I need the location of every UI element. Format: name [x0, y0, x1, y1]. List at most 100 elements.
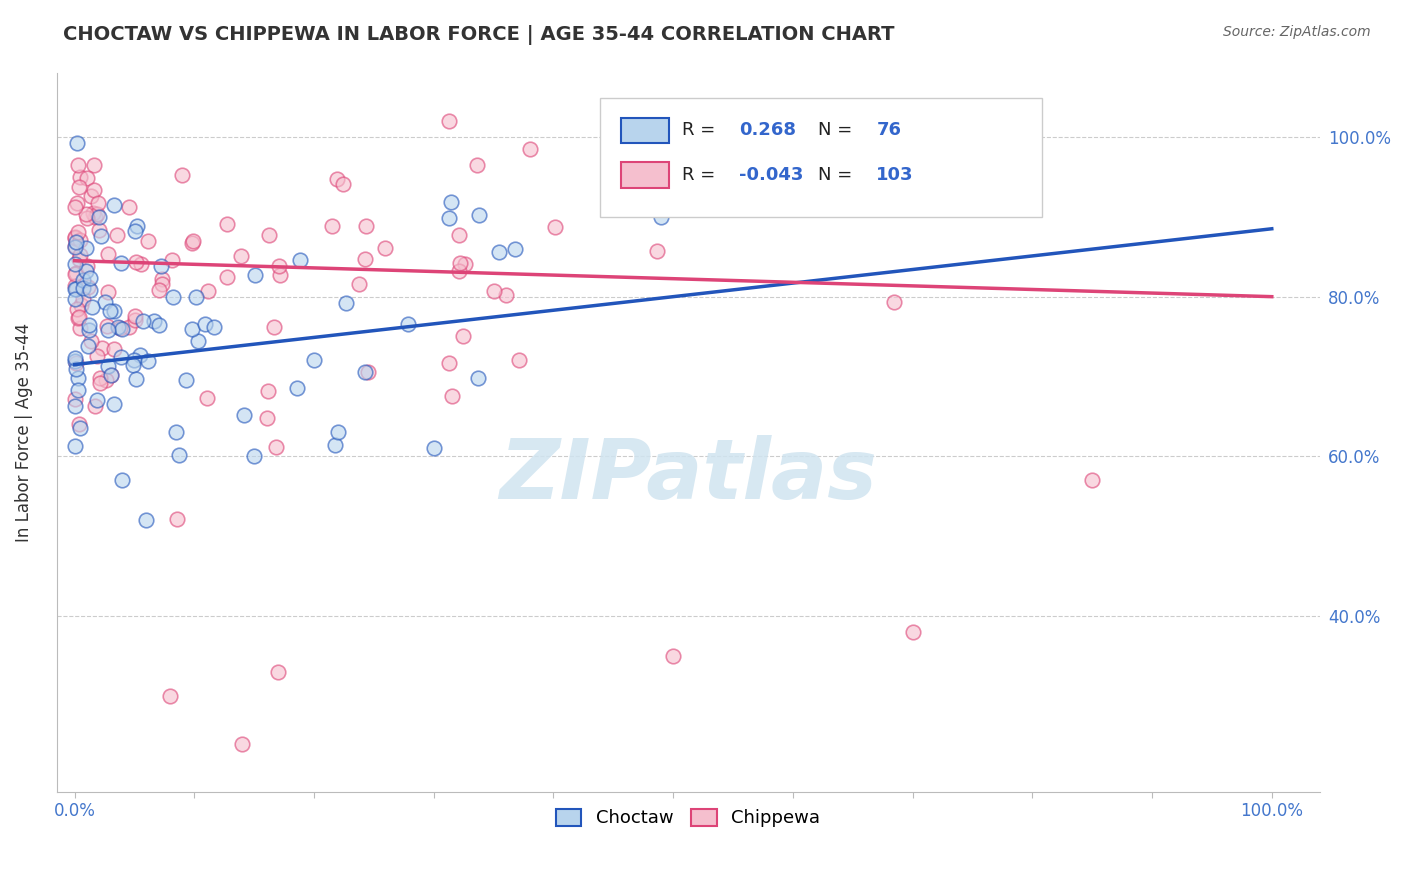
Point [468, 208, 491, 222]
Point [65, 235, 87, 250]
Point [65, 266, 87, 280]
Point [441, 389, 464, 403]
Point [229, 249, 252, 263]
Point [80, 188, 103, 202]
Point [63, 440, 86, 454]
Point [143, 313, 166, 327]
Point [159, 689, 181, 703]
Point [111, 474, 134, 488]
Point [437, 356, 460, 370]
Point [288, 252, 311, 267]
Point [166, 512, 188, 526]
Point [72, 281, 94, 295]
Point [118, 320, 141, 334]
Point [66, 370, 89, 384]
Point [91, 342, 114, 356]
Point [103, 198, 125, 212]
Point [77, 323, 100, 337]
Point [488, 244, 510, 259]
Point [75, 241, 97, 255]
Point [174, 373, 197, 387]
Point [243, 450, 266, 464]
Point [519, 142, 541, 156]
Point [267, 665, 290, 680]
Point [66, 158, 89, 172]
Text: Source: ZipAtlas.com: Source: ZipAtlas.com [1223, 25, 1371, 39]
Point [63, 267, 86, 281]
Point [107, 319, 129, 334]
Point [326, 172, 349, 186]
Point [454, 257, 477, 271]
Point [103, 343, 125, 357]
Point [422, 442, 444, 456]
Point [65, 362, 87, 376]
Point [86, 207, 108, 221]
Point [72, 292, 94, 306]
Point [256, 384, 278, 398]
FancyBboxPatch shape [600, 98, 1042, 217]
Point [103, 303, 125, 318]
Point [354, 219, 377, 233]
Point [332, 177, 354, 191]
Text: N =: N = [818, 121, 858, 139]
Point [76, 259, 98, 273]
Point [66, 301, 89, 316]
Point [353, 365, 375, 379]
Point [100, 368, 122, 383]
Text: -0.043: -0.043 [738, 166, 803, 184]
Point [197, 285, 219, 299]
Point [124, 313, 146, 327]
Point [132, 313, 155, 327]
Point [96, 372, 118, 386]
Point [100, 368, 122, 382]
Point [80, 300, 103, 314]
Point [628, 191, 651, 205]
Point [83, 183, 105, 197]
Point [149, 259, 172, 273]
Point [69, 421, 91, 435]
Point [63, 230, 86, 244]
Point [97, 359, 120, 374]
Point [110, 351, 132, 365]
Point [129, 348, 152, 362]
Point [122, 352, 145, 367]
Point [451, 329, 474, 343]
Point [508, 353, 530, 368]
Point [65, 356, 87, 370]
Point [495, 287, 517, 301]
Point [86, 349, 108, 363]
Point [63, 351, 86, 366]
Point [256, 411, 278, 425]
Point [65, 354, 87, 368]
Point [87, 223, 110, 237]
Point [883, 294, 905, 309]
Point [180, 322, 202, 336]
Point [482, 284, 505, 298]
Point [467, 371, 489, 385]
Point [129, 257, 152, 271]
Point [76, 211, 98, 226]
Text: R =: R = [682, 121, 721, 139]
Point [110, 256, 132, 270]
Point [76, 170, 98, 185]
FancyBboxPatch shape [621, 118, 669, 144]
Point [110, 321, 132, 335]
Point [66, 225, 89, 239]
Point [231, 737, 253, 751]
Point [125, 372, 148, 386]
Point [124, 309, 146, 323]
Point [150, 272, 173, 286]
Point [65, 283, 87, 297]
Point [449, 256, 471, 270]
Point [69, 170, 91, 185]
Text: ZIPatlas: ZIPatlas [499, 435, 877, 516]
Point [83, 210, 105, 224]
Point [63, 279, 86, 293]
Point [165, 425, 187, 439]
Point [136, 353, 159, 368]
Point [335, 295, 357, 310]
Point [187, 334, 209, 349]
Point [67, 179, 90, 194]
Point [70, 298, 93, 312]
Point [181, 235, 204, 249]
